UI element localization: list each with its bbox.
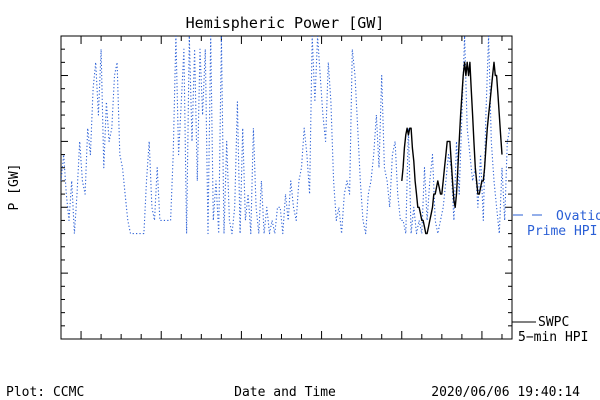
x-axis-label: Date and Time <box>234 385 336 400</box>
series-ovation-prime-line <box>61 36 511 235</box>
chart-title: Hemispheric Power [GW] <box>186 14 385 32</box>
plot-frame <box>60 35 513 340</box>
legend-swpc-line1: SWPC <box>538 315 569 330</box>
series-swpc-line <box>401 61 503 235</box>
footer-plot-credit: Plot: CCMC <box>6 385 84 400</box>
legend-ovation-line1: Ovation <box>556 209 600 224</box>
legend-ovation-line2: Prime HPI <box>527 224 597 239</box>
y-axis-label: P [GW] <box>7 164 22 211</box>
legend-swpc-line2: 5−min HPI <box>518 330 588 345</box>
footer-timestamp: 2020/06/06 19:40:14 <box>431 385 580 400</box>
